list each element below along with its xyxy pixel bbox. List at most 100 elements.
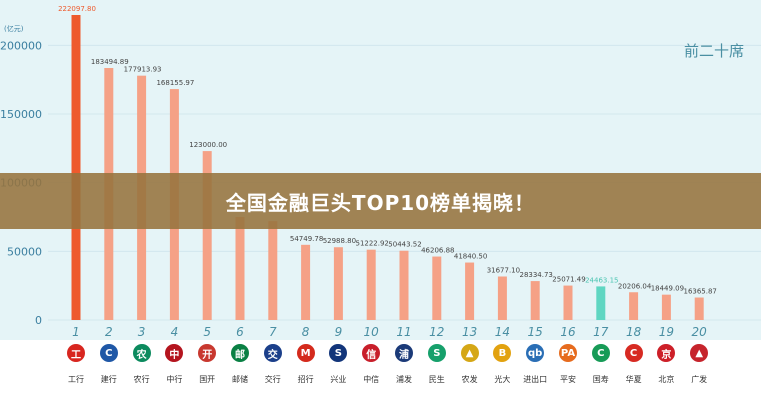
bar-value-label: 123000.00 [189, 141, 227, 149]
bar [497, 276, 507, 320]
bank-logo-icon: 信 [362, 344, 381, 362]
bank-name: 招行 [297, 375, 314, 384]
bank-logo-icon: 浦 [395, 344, 413, 362]
bank-item: C 华夏 [619, 344, 649, 385]
bar-value-label: 16365.87 [683, 288, 716, 296]
bank-logo-icon: ▲ [690, 344, 709, 362]
bank-name: 广发 [691, 375, 708, 384]
bank-name: 工行 [68, 375, 84, 384]
bank-name: 邮储 [232, 375, 248, 384]
bank-logo-icon: 京 [657, 344, 676, 362]
bank-name: 国寿 [592, 375, 609, 384]
bar-value-label: 177913.93 [124, 66, 162, 74]
bank-item: C 建行 [94, 344, 124, 385]
bank-logo-icon: M [296, 344, 315, 362]
bar-value-label: 54749.78 [290, 235, 323, 243]
x-tick-label: 20 [692, 325, 708, 339]
x-tick-label: 9 [335, 325, 343, 339]
bank-item: M 招行 [291, 344, 321, 385]
bank-logo-icon: 中 [165, 344, 184, 362]
bank-item: B 光大 [487, 344, 517, 385]
bar [563, 285, 573, 320]
bank-logo-icon: 农 [132, 344, 151, 362]
x-tick-label: 10 [364, 325, 380, 339]
bank-name: 建行 [100, 375, 117, 384]
bank-name: 农发 [461, 375, 478, 384]
bank-name: 兴业 [330, 375, 347, 384]
bar-value-label: 52988.80 [323, 237, 356, 245]
bank-item: 开国开 [192, 344, 222, 385]
bank-name: 中信 [363, 375, 380, 384]
bank-item: C 国寿 [586, 344, 616, 385]
x-tick-label: 14 [495, 325, 510, 339]
bank-logo-row: 工工行 C 建行农农行中中行开国开邮邮储交交行 M 招行 S 兴业信中信浦浦发 S 民生 ▲ 农发 B… [0, 340, 761, 400]
bank-name: 农行 [133, 375, 150, 384]
bank-logo-icon: S [329, 344, 348, 362]
bank-item: 浦浦发 [389, 344, 419, 385]
bar [629, 292, 639, 320]
x-tick-label: 12 [429, 325, 444, 339]
bar [399, 250, 409, 320]
bar [661, 294, 671, 320]
bank-item: 信中信 [356, 344, 386, 385]
bar-value-label: 183494.89 [91, 58, 129, 66]
bank-item: 京北京 [651, 344, 681, 385]
bar [268, 221, 278, 320]
bank-item: S 兴业 [323, 344, 353, 385]
bank-name: 北京 [658, 375, 675, 384]
bank-name: 国开 [199, 375, 216, 384]
bank-name: 交行 [264, 375, 281, 384]
bank-item: 邮邮储 [225, 344, 255, 385]
x-tick-label: 7 [269, 325, 277, 339]
bar-value-label: 20206.04 [618, 282, 652, 290]
bank-logo-icon: B [493, 344, 512, 362]
bank-logo-icon: S [427, 344, 446, 362]
bank-name: 光大 [494, 375, 511, 384]
bar-value-label: 46206.88 [421, 247, 454, 255]
bank-logo-icon: C [624, 344, 643, 362]
y-unit-label: (亿元) [4, 24, 24, 33]
banner-title: 全国金融巨头TOP10榜单揭晓！ [225, 190, 536, 215]
bank-item: S 民生 [422, 344, 452, 385]
bank-item: qb 进出口 [520, 344, 550, 385]
bank-item: 中中行 [159, 344, 189, 385]
x-tick-label: 16 [560, 325, 576, 339]
bank-name: 进出口 [523, 375, 548, 384]
bar [71, 15, 81, 320]
y-tick-label: 200000 [0, 39, 42, 52]
x-tick-label: 6 [236, 325, 244, 339]
bar [301, 244, 311, 320]
x-tick-label: 17 [593, 325, 609, 339]
bar-value-label: 50443.52 [388, 241, 421, 249]
x-tick-label: 19 [659, 325, 674, 339]
y-tick-label: 0 [35, 314, 42, 327]
x-tick-label: 3 [138, 325, 146, 339]
bank-item: 工工行 [61, 344, 91, 385]
bank-name: 平安 [560, 375, 576, 384]
bar [333, 247, 343, 320]
bank-name: 中行 [166, 375, 183, 384]
x-tick-label: 4 [171, 325, 179, 339]
bank-logo-icon: 工 [67, 344, 85, 362]
corner-label: 前二十席 [684, 42, 745, 60]
bar-value-label: 28334.73 [519, 271, 552, 279]
bar [465, 262, 475, 320]
x-tick-label: 11 [396, 325, 411, 339]
bank-item: 农农行 [127, 344, 157, 385]
bank-item: ▲ 农发 [455, 344, 485, 385]
bank-item: PA 平安 [553, 344, 583, 385]
bar-value-label: 25071.49 [552, 276, 585, 284]
bar-value-label: 18449.09 [651, 285, 684, 293]
bank-logo-icon: qb [526, 344, 545, 362]
bar [596, 286, 606, 320]
bank-logo-icon: C [99, 344, 118, 362]
bar [530, 281, 540, 320]
bar-chart: 222097.80183494.89177913.93168155.971230… [0, 5, 761, 339]
bank-name: 民生 [428, 375, 445, 384]
bar-value-label: 31677.10 [487, 266, 520, 274]
bar [366, 249, 376, 320]
x-tick-label: 18 [626, 325, 642, 339]
bar-value-label: 24463.15 [585, 276, 618, 284]
bar-value-label: 222097.80 [58, 5, 96, 13]
